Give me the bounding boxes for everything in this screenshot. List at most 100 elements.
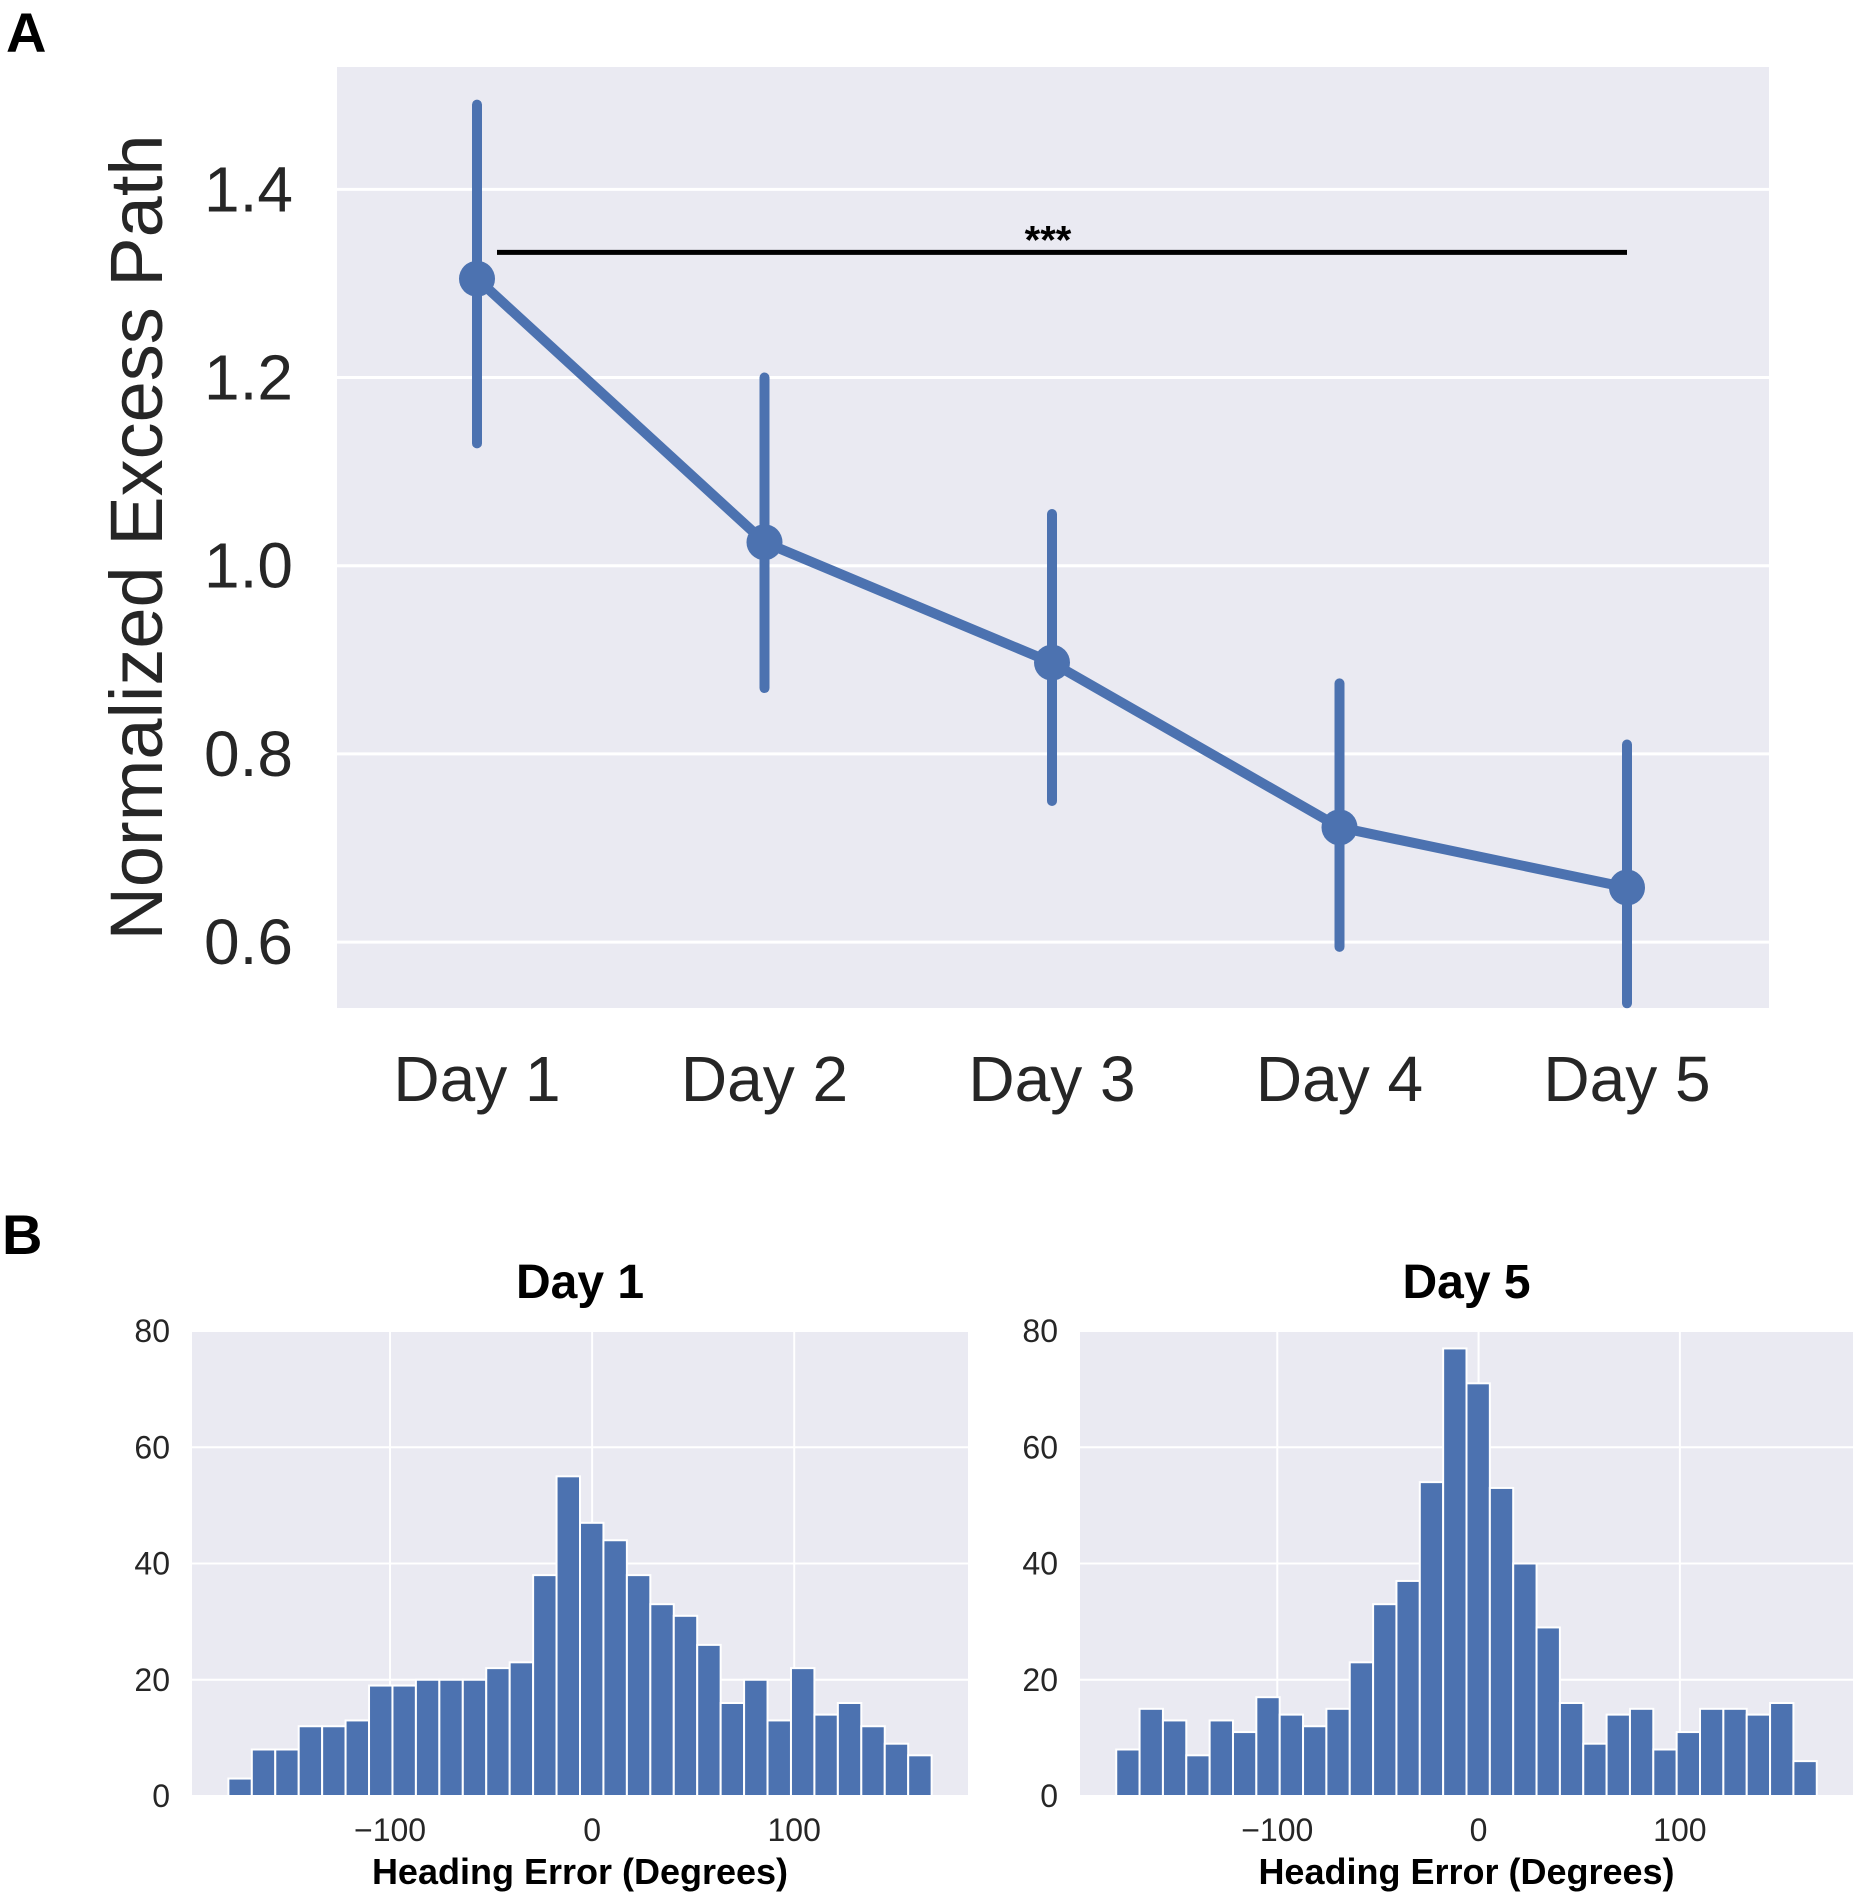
panel-a-line-chart: 0.6 0.8 1.0 1.2 1.4 Day 1 Day 2 Day 3 Day 4 Day 5…: [95, 67, 1769, 1115]
histogram-bar: [438, 1678, 464, 1797]
histogram-bar: [1231, 1731, 1258, 1797]
panel-b-day1-histogram: 0 20 40 60 80 −100 0 100 Day 1 Heading Error (Deg…: [134, 1256, 968, 1892]
histogram-bar: [579, 1521, 605, 1797]
histogram-bar: [672, 1614, 699, 1797]
histogram-bar: [1652, 1748, 1678, 1797]
y-tick-label: 80: [134, 1313, 170, 1349]
significance-label: ***: [1025, 218, 1072, 262]
histogram-bar: [1488, 1486, 1515, 1797]
histogram-bar: [1138, 1707, 1164, 1797]
histogram-bar: [508, 1661, 535, 1797]
histogram-bar: [1418, 1481, 1445, 1797]
x-tick-label: 0: [583, 1812, 601, 1848]
data-point: [459, 260, 495, 297]
histogram-bar: [1395, 1579, 1421, 1797]
histogram-bar: [1699, 1707, 1725, 1797]
histogram-bar: [1535, 1626, 1561, 1797]
histogram-bar: [1745, 1713, 1772, 1797]
x-tick-label: Day 4: [1256, 1043, 1423, 1115]
x-tick-label: 100: [1653, 1812, 1706, 1848]
x-tick-label: 100: [768, 1812, 821, 1848]
histogram-bar: [391, 1684, 417, 1797]
histogram-bar: [274, 1748, 300, 1797]
histogram-bar: [344, 1719, 371, 1797]
y-axis-label: Normalized Excess Path: [95, 134, 178, 940]
histogram-title: Day 5: [1402, 1256, 1530, 1309]
histogram-bar: [743, 1678, 769, 1797]
histogram-bar: [1348, 1661, 1375, 1797]
histogram-bar: [1675, 1731, 1702, 1797]
panel-b-day5-histogram: 0 20 40 60 80 −100 0 100 Day 5 Heading Error (Deg…: [1022, 1256, 1853, 1892]
y-tick-label: 1.0: [204, 530, 293, 602]
histogram-bar: [1465, 1382, 1491, 1797]
histogram-bar: [1442, 1347, 1468, 1797]
panel-a-letter: A: [6, 1, 46, 64]
data-point: [1321, 809, 1358, 846]
histogram-bar: [719, 1702, 746, 1797]
histogram-bar: [461, 1678, 488, 1797]
y-tick-label: 60: [134, 1429, 170, 1465]
histogram-bar: [1582, 1742, 1608, 1797]
histogram-bar: [1161, 1719, 1188, 1797]
histogram-bar: [1769, 1702, 1795, 1797]
histogram-bar: [625, 1574, 652, 1797]
histogram-bar: [883, 1742, 910, 1797]
histogram-bar: [1208, 1719, 1234, 1797]
histogram-bar: [602, 1539, 628, 1797]
y-tick-label: 0: [152, 1778, 170, 1814]
y-tick-label: 1.4: [204, 153, 293, 225]
histogram-bar: [1255, 1696, 1281, 1797]
histogram-bar: [227, 1777, 253, 1797]
histogram-bar: [766, 1719, 792, 1797]
x-tick-label: −100: [354, 1812, 426, 1848]
histogram-bar: [321, 1725, 347, 1797]
histogram-bar: [1325, 1707, 1351, 1797]
histogram-bar: [555, 1475, 582, 1797]
histogram-bar: [1115, 1748, 1141, 1797]
x-tick-label: Day 5: [1543, 1043, 1710, 1115]
x-tick-label: 0: [1470, 1812, 1488, 1848]
y-tick-label: 0.8: [204, 718, 293, 790]
x-tick-label: −100: [1241, 1812, 1313, 1848]
histogram-bar: [789, 1667, 816, 1797]
y-tick-label: 20: [1022, 1662, 1058, 1698]
histogram-bar: [813, 1713, 839, 1797]
histogram-bar: [1558, 1702, 1585, 1797]
histogram-bar: [1605, 1713, 1631, 1797]
x-tick-label: Day 2: [681, 1043, 848, 1115]
x-tick-label: Day 1: [393, 1043, 560, 1115]
histogram-bar: [836, 1702, 863, 1797]
histogram-bar: [1185, 1754, 1211, 1797]
histogram-bar: [1722, 1707, 1748, 1797]
histogram-bar: [368, 1684, 394, 1797]
y-tick-label: 60: [1022, 1429, 1058, 1465]
y-tick-label: 40: [134, 1546, 170, 1582]
histogram-bar: [1792, 1760, 1818, 1797]
x-axis-label: Heading Error (Degrees): [1258, 1851, 1674, 1892]
histogram-bar: [1372, 1603, 1398, 1797]
x-tick-label: Day 3: [968, 1043, 1135, 1115]
y-tick-label: 20: [134, 1662, 170, 1698]
y-tick-label: 0: [1040, 1778, 1058, 1814]
data-point: [746, 524, 783, 561]
histogram-bar: [1302, 1725, 1328, 1797]
data-point: [1609, 869, 1645, 906]
histogram-bar: [860, 1725, 886, 1797]
histogram-bar: [907, 1754, 933, 1797]
histogram-title: Day 1: [516, 1256, 644, 1309]
y-tick-label: 40: [1022, 1546, 1058, 1582]
histogram-bar: [414, 1678, 441, 1797]
histogram-bar: [1628, 1707, 1655, 1797]
histogram-bar: [1278, 1713, 1305, 1797]
y-tick-label: 1.2: [204, 342, 293, 414]
histogram-bar: [485, 1667, 511, 1797]
data-point: [1034, 644, 1070, 681]
histogram-bar: [1512, 1562, 1538, 1797]
histogram-bar: [250, 1748, 277, 1797]
y-tick-label: 80: [1022, 1313, 1058, 1349]
histogram-bar: [649, 1603, 675, 1797]
x-axis-label: Heading Error (Degrees): [372, 1851, 788, 1892]
histogram-bar: [297, 1725, 324, 1797]
y-tick-label: 0.6: [204, 906, 293, 978]
